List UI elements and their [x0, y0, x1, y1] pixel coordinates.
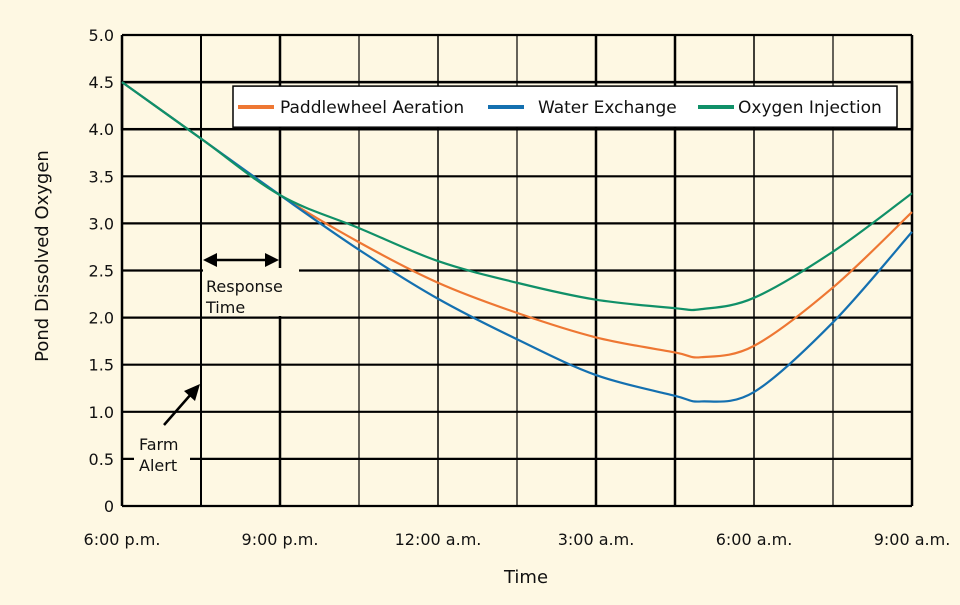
y-tick-label: 2.5 [89, 262, 114, 281]
legend-box [232, 85, 898, 128]
x-tick-label: 3:00 a.m. [558, 530, 635, 549]
axes: 0 0.5 1.0 1.5 2.0 2.5 3.0 3.5 4.0 4.5 5.0 6:00 p.m.… [84, 26, 951, 549]
legend-label: Water Exchange [538, 98, 677, 118]
series-line [121, 81, 913, 312]
y-tick-label: 4.0 [89, 120, 114, 139]
farm-alert-label-2: Alert [139, 456, 177, 475]
legend: Paddlewheel Aeration Water Exchange Oxygen… [120, 80, 914, 131]
x-tick-label: 6:00 p.m. [84, 530, 161, 549]
y-tick-label: 0.5 [89, 450, 114, 469]
y-tick-label: 4.5 [89, 73, 114, 92]
legend-label: Paddlewheel Aeration [280, 98, 464, 118]
response-arrow-head-left [203, 253, 217, 267]
y-tick-label: 1.0 [89, 403, 114, 422]
x-tick-label: 12:00 a.m. [395, 530, 482, 549]
series-lines [121, 81, 913, 403]
response-arrow-head-right [265, 253, 279, 267]
annotations: Response Time Farm Alert [134, 253, 299, 476]
farm-alert-arrow-head [184, 384, 200, 401]
y-axis-label: Pond Dissolved Oxygen [32, 150, 53, 362]
x-tick-label: 9:00 p.m. [242, 530, 319, 549]
y-tick-label: 3.5 [89, 167, 114, 186]
response-time-label-1: Response [206, 277, 283, 296]
response-time-label-2: Time [205, 298, 245, 317]
y-tick-label: 2.0 [89, 309, 114, 328]
y-tick-label: 1.5 [89, 356, 114, 375]
x-tick-label: 9:00 a.m. [874, 530, 951, 549]
x-axis-label: Time [503, 567, 548, 588]
x-tick-label: 6:00 a.m. [716, 530, 793, 549]
legend-frame [120, 80, 914, 131]
y-tick-label: 5.0 [89, 26, 114, 45]
farm-alert-arrow [163, 392, 193, 426]
legend-label: Oxygen Injection [738, 98, 882, 118]
farm-alert-label-1: Farm [139, 435, 178, 454]
y-tick-label: 0 [104, 497, 114, 516]
y-tick-label: 3.0 [89, 214, 114, 233]
